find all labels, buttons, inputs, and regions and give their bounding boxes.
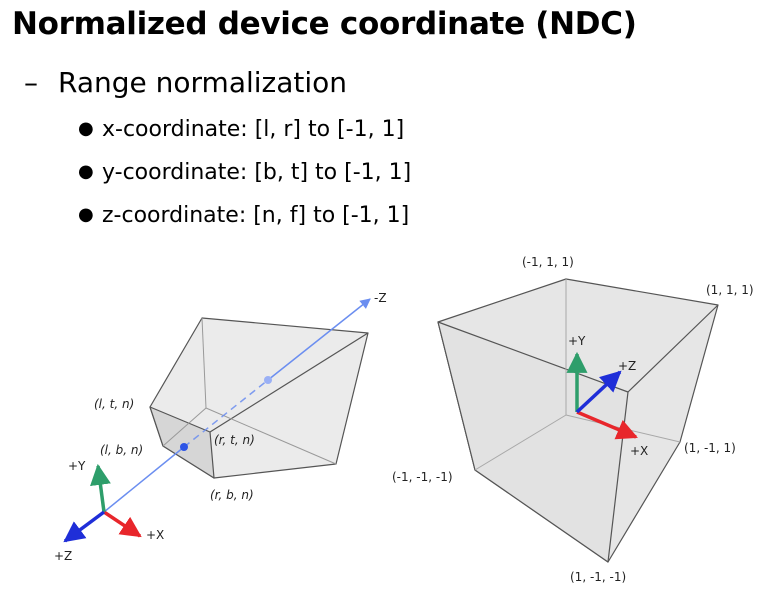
- view-ray: [103, 446, 185, 513]
- bullet-text: z-coordinate: [n, f] to [-1, 1]: [102, 203, 410, 228]
- slide-title: Normalized device coordinate (NDC): [12, 6, 637, 42]
- bullet-item: ● x-coordinate: [l, r] to [-1, 1]: [78, 113, 411, 156]
- label-cube-corner: (-1, -1, -1): [392, 470, 453, 484]
- frustum-near-plane: [149, 406, 215, 479]
- bullet-list: ● x-coordinate: [l, r] to [-1, 1] ● y-coor…: [78, 113, 411, 242]
- bullet-dot-icon: ●: [78, 161, 94, 182]
- label-ndc-y: +Y: [568, 334, 586, 348]
- label-cube-corner: (1, 1, 1): [706, 283, 754, 297]
- label-ndc-z: +Z: [618, 359, 636, 373]
- bullet-item: ● y-coordinate: [b, t] to [-1, 1]: [78, 156, 411, 199]
- ndc-diagram: -Z +Y +X +Z (l, t, n) (l, b, n) (r, t, n…: [54, 255, 754, 584]
- label-cube-corner: (1, -1, 1): [684, 441, 736, 455]
- view-frustum: -Z +Y +X +Z (l, t, n) (l, b, n) (r, t, n…: [54, 291, 387, 563]
- frustum-hidden-edge: [162, 407, 207, 447]
- bullet-text: x-coordinate: [l, r] to [-1, 1]: [102, 117, 405, 142]
- label-camera-x: +X: [146, 528, 164, 542]
- camera-z-axis: [63, 510, 106, 543]
- label-corner-rbn: (r, b, n): [210, 488, 254, 502]
- far-plane-center-dot: [264, 376, 272, 384]
- subheading: – Range normalization: [24, 66, 347, 99]
- label-camera-y: +Y: [68, 459, 86, 473]
- cube-front-face: [437, 321, 629, 563]
- camera-x-axis: [103, 510, 142, 538]
- near-plane-center-dot: [180, 443, 188, 451]
- bullet-item: ● z-coordinate: [n, f] to [-1, 1]: [78, 199, 411, 242]
- bullet-dot-icon: ●: [78, 204, 94, 225]
- frustum-edge: [209, 332, 369, 433]
- label-corner-lbn: (l, b, n): [100, 443, 143, 457]
- frustum-hidden-edge: [201, 317, 207, 409]
- label-cube-corner: (1, -1, -1): [570, 570, 626, 584]
- label-neg-z: -Z: [374, 291, 387, 305]
- label-corner-ltn: (l, t, n): [94, 397, 134, 411]
- label-corner-rtn: (r, t, n): [214, 433, 255, 447]
- cube-hidden-edge: [474, 414, 567, 471]
- label-ndc-x: +X: [630, 444, 648, 458]
- camera-y-axis: [90, 463, 111, 513]
- label-cube-corner: (-1, 1, 1): [522, 255, 574, 269]
- view-ray: [267, 298, 371, 381]
- view-ray-hidden: [183, 379, 269, 448]
- bullet-dot-icon: ●: [78, 118, 94, 139]
- ndc-cube: +Y +Z +X (-1, 1, 1) (1, 1, 1) (1, -1, 1)…: [392, 255, 754, 584]
- label-camera-z: +Z: [54, 549, 72, 563]
- subheading-dash: –: [24, 66, 38, 99]
- ndc-x-axis: [576, 410, 638, 440]
- subheading-text: Range normalization: [58, 66, 348, 99]
- cube-edge: [627, 304, 719, 393]
- bullet-text: y-coordinate: [b, t] to [-1, 1]: [102, 160, 412, 185]
- frustum-hidden-edge: [205, 407, 337, 465]
- ndc-z-axis: [575, 370, 622, 414]
